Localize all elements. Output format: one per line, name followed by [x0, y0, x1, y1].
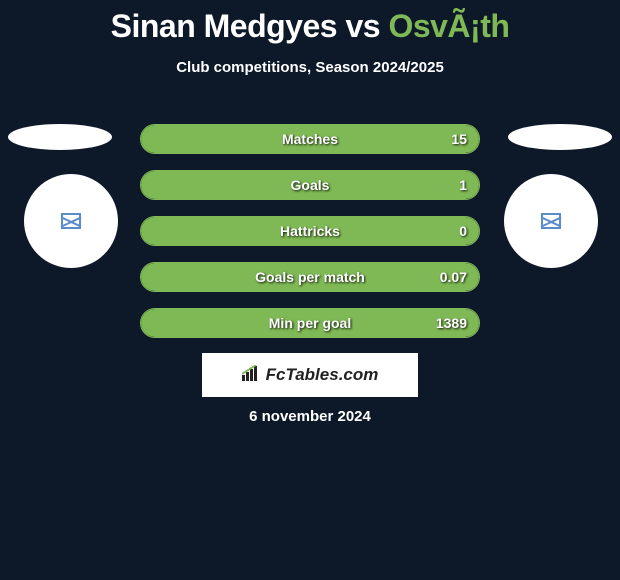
- stat-label: Goals per match: [255, 269, 365, 285]
- comparison-title: Sinan Medgyes vs OsvÃ¡th: [0, 0, 620, 45]
- stat-row: Goals 1: [140, 170, 480, 200]
- player1-name: Sinan Medgyes: [111, 8, 337, 44]
- logo-text: FcTables.com: [242, 365, 379, 386]
- player2-avatar-circle: [504, 174, 598, 268]
- stats-container: Matches 15 Goals 1 Hattricks 0 Goals per match…: [140, 124, 480, 354]
- stat-value: 1389: [436, 315, 467, 331]
- player2-badge-oval: [508, 124, 612, 150]
- stat-value: 1: [459, 177, 467, 193]
- image-placeholder-icon: [541, 213, 561, 229]
- stat-label: Min per goal: [269, 315, 351, 331]
- subtitle: Club competitions, Season 2024/2025: [0, 59, 620, 76]
- stat-row: Hattricks 0: [140, 216, 480, 246]
- stat-label: Hattricks: [280, 223, 340, 239]
- stat-value: 0.07: [440, 269, 467, 285]
- date-text: 6 november 2024: [0, 408, 620, 425]
- player2-name: OsvÃ¡th: [388, 8, 509, 44]
- stat-row: Goals per match 0.07: [140, 262, 480, 292]
- logo-label: FcTables.com: [266, 365, 379, 385]
- player1-avatar-circle: [24, 174, 118, 268]
- vs-text: vs: [345, 8, 380, 44]
- logo-box: FcTables.com: [202, 353, 418, 397]
- stat-row: Min per goal 1389: [140, 308, 480, 338]
- image-placeholder-icon: [61, 213, 81, 229]
- stat-label: Matches: [282, 131, 338, 147]
- player1-badge-oval: [8, 124, 112, 150]
- stat-value: 0: [459, 223, 467, 239]
- bar-chart-icon: [242, 365, 262, 386]
- stat-row: Matches 15: [140, 124, 480, 154]
- stat-value: 15: [451, 131, 467, 147]
- stat-label: Goals: [291, 177, 330, 193]
